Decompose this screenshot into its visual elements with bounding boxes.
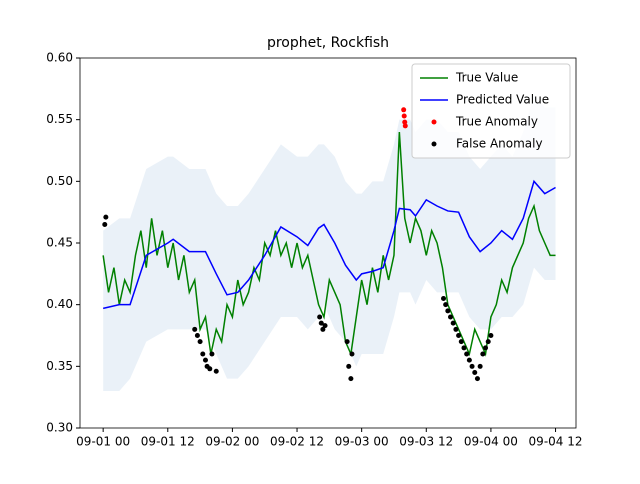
anomaly-point — [461, 345, 467, 351]
anomaly-point — [488, 333, 494, 338]
anomaly-point — [346, 363, 352, 369]
anomaly-point — [483, 345, 489, 351]
x-tick-label: 09-02 12 — [270, 435, 324, 449]
anomaly-point — [477, 363, 483, 369]
y-tick-label: 0.35 — [46, 359, 73, 373]
anomaly-point — [443, 302, 449, 308]
anomaly-point — [445, 308, 451, 314]
anomaly-point — [322, 323, 328, 329]
anomaly-point — [318, 320, 324, 326]
anomaly-point — [194, 333, 200, 338]
anomaly-point — [401, 113, 407, 119]
y-tick-label: 0.50 — [46, 174, 73, 188]
anomaly-point — [480, 351, 486, 357]
x-tick-label: 09-03 12 — [399, 435, 453, 449]
x-tick-label: 09-01 12 — [141, 435, 195, 449]
x-tick-label: 09-03 00 — [335, 435, 389, 449]
confidence-band — [103, 95, 556, 391]
y-tick-label: 0.30 — [46, 421, 73, 435]
anomaly-point — [207, 366, 213, 372]
x-tick-label: 09-04 00 — [464, 435, 518, 449]
legend-label: Predicted Value — [456, 93, 549, 107]
anomaly-point — [458, 339, 464, 345]
anomaly-point — [456, 333, 462, 338]
chart-title: prophet, Rockfish — [267, 35, 389, 51]
anomaly-point — [448, 314, 454, 320]
x-tick-label: 09-01 00 — [76, 435, 130, 449]
anomaly-point — [450, 320, 456, 326]
series-line — [102, 179, 556, 310]
anomaly-point — [401, 107, 407, 113]
anomaly-point — [197, 339, 203, 345]
anomaly-point — [200, 351, 206, 357]
legend-label: True Value — [455, 71, 518, 85]
anomaly-point — [469, 363, 475, 369]
anomaly-point — [402, 119, 408, 125]
anomaly-point — [103, 214, 109, 220]
anomaly-point — [485, 339, 491, 345]
legend-swatch — [431, 141, 437, 147]
legend-box — [411, 63, 571, 159]
y-tick-label: 0.40 — [46, 297, 73, 311]
anomaly-point — [474, 376, 480, 382]
legend-label: False Anomaly — [456, 137, 543, 151]
anomaly-point — [317, 314, 323, 320]
legend-label: True Anomaly — [455, 115, 538, 129]
anomaly-point — [349, 351, 355, 357]
anomaly-point — [192, 326, 198, 332]
anomaly-point — [466, 357, 472, 363]
x-tick-label: 09-02 00 — [205, 435, 259, 449]
anomaly-point — [320, 326, 326, 332]
series-line — [102, 131, 556, 357]
anomaly-point — [472, 370, 478, 375]
anomaly-point — [202, 357, 208, 363]
anomaly-point — [209, 351, 215, 357]
anomaly-point — [102, 222, 108, 227]
y-tick-label: 0.60 — [46, 51, 73, 65]
y-tick-label: 0.55 — [46, 112, 73, 126]
legend-swatch — [431, 119, 437, 125]
anomaly-point — [348, 376, 354, 382]
anomaly-point — [344, 339, 350, 345]
anomaly-point — [441, 296, 447, 301]
y-tick-label: 0.45 — [46, 236, 73, 250]
x-tick-label: 09-04 12 — [529, 435, 583, 449]
anomaly-point — [213, 368, 219, 374]
anomaly-point — [464, 351, 470, 357]
anomaly-point — [402, 123, 408, 129]
anomaly-point — [453, 326, 459, 332]
